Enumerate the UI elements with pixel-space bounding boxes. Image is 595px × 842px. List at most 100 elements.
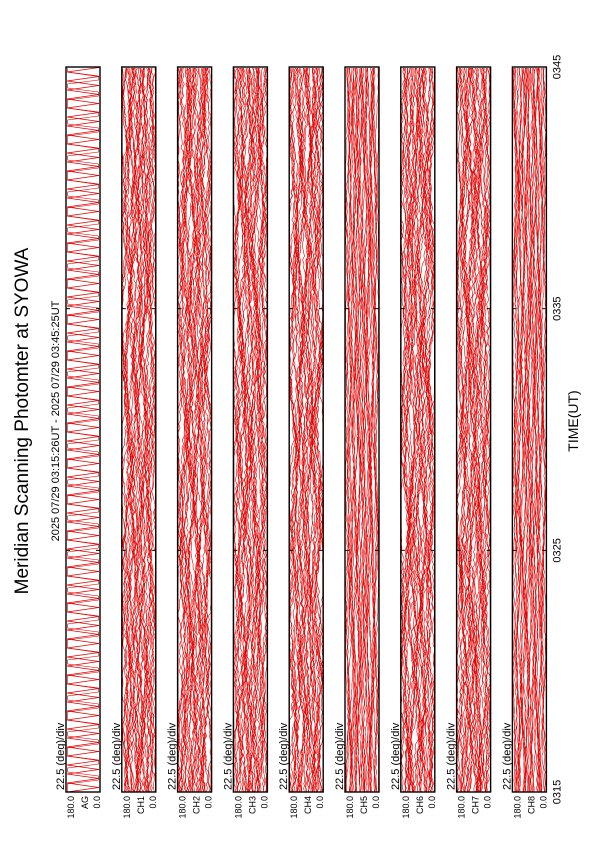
trace-line [249, 67, 260, 793]
y-tick-label-bottom: 0.0 [92, 796, 102, 809]
trace-line [300, 67, 310, 793]
trace-line [301, 67, 312, 792]
trace-line [457, 67, 467, 793]
channel-label: CH2 [192, 796, 202, 814]
trace-line [412, 67, 423, 793]
trace-line [141, 67, 151, 793]
x-axis-label: TIME(UT) [565, 390, 581, 451]
trace-line [463, 67, 474, 793]
trace-line [372, 67, 378, 792]
trace-line [538, 67, 544, 793]
scale-label: 22.5 (deg)/div [334, 722, 346, 790]
trace-line [368, 67, 374, 793]
trace-line [414, 67, 424, 793]
trace-line [141, 67, 152, 793]
y-tick-label-top: 180.0 [401, 796, 411, 819]
trace-line [346, 68, 352, 792]
y-tick-label-top: 180.0 [66, 796, 76, 819]
trace-line [460, 67, 471, 793]
trace-line [516, 67, 523, 793]
panel-ag: 22.5 (deg)/div 180.0 0.0AG [55, 66, 102, 819]
channel-label: CH4 [303, 796, 313, 814]
trace-line [67, 68, 99, 792]
y-tick-label-top: 180.0 [178, 796, 188, 819]
channel-label: AG [80, 796, 90, 809]
trace-line [409, 67, 420, 793]
trace-line [464, 67, 474, 793]
y-tick-label-bottom: 0.0 [148, 796, 158, 809]
trace-line [361, 68, 366, 793]
trace-line [477, 67, 488, 793]
trace-line [470, 67, 480, 793]
x-tick-label: 0345 [551, 55, 563, 79]
scale-label: 22.5 (deg)/div [390, 722, 402, 790]
trace-line [289, 67, 299, 793]
trace-line [259, 67, 268, 793]
trace-line [371, 67, 377, 793]
trace-line [132, 67, 143, 793]
scale-label: 22.5 (deg)/div [111, 722, 123, 790]
x-tick-label: 0325 [551, 538, 563, 562]
trace-line [461, 67, 472, 793]
trace-line [531, 67, 537, 793]
trace-line [190, 67, 200, 793]
trace-line [476, 67, 487, 793]
trace-line [202, 67, 212, 792]
scale-label: 22.5 (deg)/div [501, 722, 513, 790]
y-tick-label-top: 180.0 [345, 796, 355, 819]
trace-line [363, 67, 369, 793]
trace-line [253, 67, 264, 793]
trace-line [366, 67, 372, 793]
chart-subtitle: 2025 07/29 03:15:26UT - 2025 07/29 03:45… [50, 300, 62, 541]
trace-line [147, 67, 156, 793]
trace-line [149, 68, 156, 792]
trace-line [358, 67, 364, 793]
trace-line [250, 67, 261, 793]
trace-line [512, 67, 518, 793]
scale-label: 22.5 (deg)/div [446, 722, 458, 790]
trace-line [129, 67, 140, 793]
trace-line [352, 67, 358, 793]
trace-line [235, 67, 245, 793]
scale-label: 22.5 (deg)/div [167, 722, 179, 790]
trace-line [480, 67, 491, 793]
trace-line [309, 67, 319, 793]
panel-frame [65, 66, 101, 793]
trace-line [401, 67, 411, 793]
y-tick-label-bottom: 0.0 [315, 796, 325, 809]
trace-line [134, 67, 144, 793]
trace-line [536, 68, 542, 793]
trace-line [187, 67, 197, 793]
trace-line [539, 68, 545, 793]
trace-line [123, 67, 133, 793]
trace-line [233, 67, 242, 792]
panel-frame [455, 66, 492, 793]
trace-line [199, 67, 209, 793]
trace-line [295, 67, 305, 793]
trace-line [193, 67, 203, 793]
trace-line [528, 67, 534, 793]
channel-label: CH5 [359, 796, 369, 814]
trace-line [407, 67, 417, 793]
trace-line [373, 67, 379, 793]
trace-line [362, 67, 368, 793]
trace-line [424, 67, 434, 793]
trace-line [293, 67, 303, 793]
y-tick-label-bottom: 0.0 [259, 796, 269, 809]
panel-frame [232, 66, 269, 793]
scale-label: 22.5 (deg)/div [278, 722, 290, 790]
scale-label: 22.5 (deg)/div [222, 722, 234, 790]
trace-line [351, 67, 357, 793]
trace-line [260, 67, 268, 793]
trace-line [189, 67, 199, 793]
trace-line [307, 67, 318, 793]
trace-line [542, 67, 547, 792]
trace-line [513, 67, 519, 792]
